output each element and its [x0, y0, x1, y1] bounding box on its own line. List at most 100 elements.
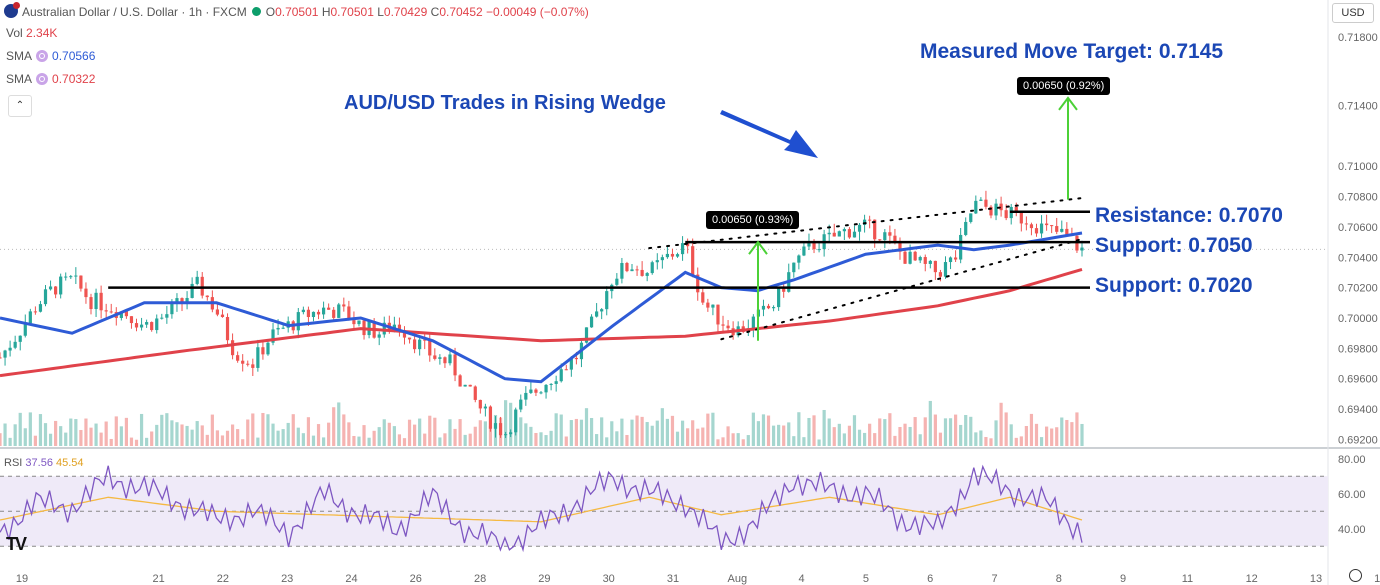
candle-body — [696, 274, 700, 293]
candle-body — [943, 262, 948, 277]
volume-bar — [175, 422, 179, 446]
time-tick-label: 13 — [1310, 573, 1322, 585]
low-value: 0.70429 — [383, 5, 428, 19]
volume-bar — [1070, 422, 1074, 446]
candle-body — [605, 291, 609, 310]
time-tick-label: 14 — [1374, 573, 1380, 585]
volume-bar — [554, 413, 558, 446]
time-tick-label: 26 — [410, 573, 422, 585]
candle-body — [225, 317, 230, 341]
price-panel — [0, 96, 1090, 439]
time-tick-label: 28 — [474, 573, 486, 585]
candle-body — [33, 311, 37, 313]
candle-body — [771, 307, 776, 309]
time-tick-label: 31 — [667, 573, 679, 585]
volume-bar — [933, 414, 937, 446]
volume-bar — [888, 413, 892, 446]
price-tick-label: 0.71400 — [1338, 100, 1378, 112]
candle-body — [928, 260, 932, 264]
candle-body — [559, 369, 563, 382]
volume-bar — [3, 423, 7, 446]
currency-button[interactable]: USD — [1332, 3, 1374, 23]
change-value: −0.00049 (−0.07%) — [486, 5, 589, 19]
candle-body — [59, 276, 63, 295]
volume-bar — [959, 424, 963, 446]
candle-body — [43, 289, 48, 305]
volume-bar — [119, 426, 123, 446]
support-annotation-lower: Support: 0.7020 — [1095, 274, 1253, 297]
candle-body — [650, 262, 654, 274]
candle-body — [873, 219, 877, 240]
axes: 0.69200 0.69400 0.69600 0.69800 0.70000 0.702… — [16, 32, 1380, 585]
sma1-value: 0.70566 — [52, 49, 96, 63]
volume-bar — [139, 413, 144, 446]
support-annotation-upper: Support: 0.7050 — [1095, 234, 1253, 257]
volume-bar — [28, 412, 32, 446]
candle-body — [1014, 206, 1018, 212]
collapse-legend-button[interactable]: ⌃ — [8, 95, 32, 117]
volume-bar — [402, 438, 407, 446]
candle-body — [382, 322, 386, 335]
volume-bar — [342, 414, 346, 446]
volume-bar — [246, 419, 250, 446]
volume-bar — [1050, 428, 1054, 446]
volume-bar — [114, 416, 118, 446]
candle-body — [89, 297, 93, 310]
time-tick-label: 9 — [1120, 573, 1126, 585]
volume-bar — [994, 420, 998, 446]
candle-body — [817, 249, 821, 251]
sma2-value: 0.70322 — [52, 72, 96, 86]
low-label: L — [377, 5, 384, 19]
settings-gear-icon[interactable] — [1349, 569, 1362, 582]
volume-bar — [129, 437, 134, 446]
volume-bar — [534, 432, 538, 446]
candle-body — [230, 340, 235, 356]
settings-icon[interactable] — [36, 73, 49, 85]
candle-body — [109, 311, 113, 313]
volume-bar — [938, 432, 943, 446]
candle-body — [615, 278, 619, 285]
settings-icon[interactable] — [36, 50, 49, 62]
candle-body — [539, 392, 543, 394]
volume-bar — [84, 418, 88, 446]
volume-bar — [903, 423, 907, 446]
time-tick-label: 24 — [345, 573, 357, 585]
volume-bar — [736, 433, 740, 446]
volume-bar — [291, 414, 295, 446]
volume-bar — [524, 423, 528, 446]
candle-body — [301, 309, 305, 313]
volume-bar — [1019, 436, 1023, 446]
volume-bar — [205, 434, 209, 446]
candle-body — [377, 334, 381, 338]
candle-body — [589, 316, 594, 328]
candle-body — [923, 257, 927, 264]
volume-bar — [185, 425, 189, 446]
volume-bar — [1080, 423, 1084, 446]
sma-slow-legend[interactable]: SMA 0.70322 — [6, 72, 95, 86]
time-tick-label: 12 — [1246, 573, 1258, 585]
volume-bar — [918, 434, 922, 446]
volume-bar — [13, 424, 17, 446]
candle-body — [246, 363, 250, 365]
volume-bar — [104, 421, 108, 446]
volume-bar — [337, 402, 341, 446]
volume-bar — [261, 412, 265, 446]
volume-bar — [908, 426, 912, 446]
measured-move-arrow-left-head — [748, 240, 768, 255]
symbol-header[interactable]: Australian Dollar / U.S. Dollar · 1h · F… — [4, 2, 589, 19]
volume-bar — [655, 420, 659, 446]
volume-bar — [190, 429, 194, 446]
volume-bar — [225, 430, 230, 446]
vol-label: Vol — [6, 26, 23, 40]
time-tick-label: 8 — [1056, 573, 1062, 585]
volume-bar — [468, 433, 472, 446]
volume-legend[interactable]: Vol 2.34K — [6, 26, 57, 40]
sma-fast-legend[interactable]: SMA 0.70566 — [6, 49, 95, 63]
candle-body — [478, 399, 482, 409]
candle-body — [79, 275, 83, 289]
candle-body — [509, 432, 513, 435]
candle-body — [241, 360, 245, 364]
rsi-legend[interactable]: RSI 37.56 45.54 — [4, 457, 84, 469]
candle-body — [564, 369, 568, 371]
